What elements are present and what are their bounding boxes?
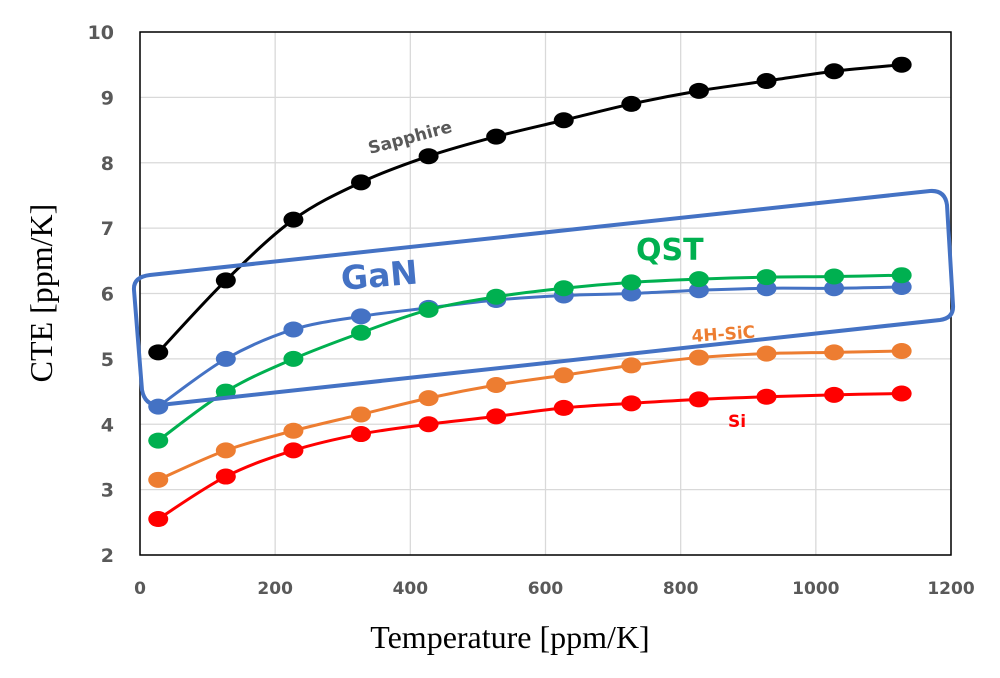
series-line-sapphire: [157, 63, 902, 354]
y-axis-ticks: 2 3 4 5 6 7 8 9 10: [88, 22, 114, 567]
x-tick-label: 1000: [792, 579, 839, 599]
y-tick-label: 5: [101, 349, 114, 371]
label-gan: GaN: [339, 252, 419, 298]
data-point-qst: [553, 280, 574, 297]
data-point-sapphire: [891, 56, 912, 73]
y-tick-label: 6: [101, 284, 114, 306]
y-tick-label: 9: [101, 87, 114, 109]
data-point-4h-sic: [148, 471, 169, 488]
y-tick-label: 2: [101, 545, 114, 567]
x-tick-label: 0: [134, 579, 146, 599]
data-point-sapphire: [215, 272, 236, 289]
x-tick-label: 1200: [927, 579, 974, 599]
data-point-4h-sic: [824, 344, 845, 361]
data-point-si: [756, 388, 777, 405]
data-point-qst: [756, 269, 777, 286]
data-point-sapphire: [350, 174, 371, 191]
data-point-4h-sic: [891, 343, 912, 360]
data-point-4h-sic: [553, 367, 574, 384]
data-point-gan: [283, 321, 304, 338]
data-point-gan: [756, 280, 777, 297]
series-line-qst: [157, 273, 902, 442]
data-point-qst: [824, 268, 845, 285]
data-point-4h-sic: [350, 406, 371, 423]
x-tick-label: 800: [663, 579, 699, 599]
data-point-4h-sic: [756, 345, 777, 362]
data-point-si: [283, 442, 304, 459]
y-tick-label: 8: [101, 153, 114, 175]
data-point-4h-sic: [283, 422, 304, 439]
data-point-4h-sic: [486, 377, 507, 394]
series-qst: [148, 267, 912, 449]
data-point-4h-sic: [418, 390, 439, 407]
series-layer: [148, 56, 912, 528]
label-si: Si: [728, 412, 746, 432]
data-point-si: [553, 399, 574, 416]
data-point-sapphire: [148, 344, 169, 361]
data-point-gan: [688, 282, 709, 299]
data-point-qst: [621, 274, 642, 291]
label-4h-sic: 4H-SiC: [691, 323, 756, 347]
series-sapphire: [148, 56, 912, 361]
data-point-qst: [418, 301, 439, 318]
data-point-si: [418, 416, 439, 433]
data-point-qst: [486, 288, 507, 305]
data-point-si: [891, 385, 912, 402]
data-point-sapphire: [621, 95, 642, 112]
y-tick-label: 7: [101, 218, 114, 240]
series-si: [148, 385, 912, 528]
data-point-qst: [350, 324, 371, 341]
series-line-si: [157, 392, 902, 521]
y-tick-label: 4: [101, 414, 114, 436]
data-point-4h-sic: [215, 442, 236, 459]
data-point-qst: [891, 267, 912, 284]
y-axis-title: CTE [ppm/K]: [23, 204, 59, 383]
data-point-gan: [621, 285, 642, 302]
data-point-sapphire: [688, 82, 709, 99]
data-point-gan: [891, 278, 912, 295]
x-tick-label: 200: [257, 579, 293, 599]
data-point-qst: [148, 432, 169, 449]
data-point-sapphire: [553, 112, 574, 129]
data-point-si: [350, 426, 371, 443]
highlight-box: [131, 188, 956, 408]
y-tick-label: 3: [101, 480, 114, 502]
data-point-sapphire: [486, 128, 507, 145]
x-axis-title: Temperature [ppm/K]: [370, 619, 649, 655]
series-4h-sic: [148, 343, 912, 488]
data-point-gan: [215, 350, 236, 367]
data-point-qst: [283, 350, 304, 367]
data-point-4h-sic: [621, 357, 642, 374]
series-line-gan: [157, 285, 902, 408]
x-tick-label: 400: [393, 579, 429, 599]
data-point-sapphire: [824, 63, 845, 80]
y-tick-label: 10: [88, 22, 114, 44]
data-point-si: [215, 468, 236, 485]
label-qst: QST: [636, 233, 704, 268]
data-point-sapphire: [418, 148, 439, 165]
data-point-sapphire: [756, 73, 777, 90]
data-point-gan: [824, 280, 845, 297]
data-point-si: [486, 408, 507, 425]
data-point-si: [688, 391, 709, 408]
data-point-si: [824, 386, 845, 403]
data-point-4h-sic: [688, 349, 709, 366]
data-point-si: [148, 511, 169, 528]
data-point-si: [621, 395, 642, 412]
x-axis-ticks: 0 200 400 600 800 1000 1200: [134, 579, 975, 599]
x-tick-label: 600: [528, 579, 564, 599]
data-point-qst: [688, 271, 709, 288]
data-point-sapphire: [283, 211, 304, 228]
gridlines: [139, 31, 952, 556]
data-point-gan: [350, 308, 371, 325]
